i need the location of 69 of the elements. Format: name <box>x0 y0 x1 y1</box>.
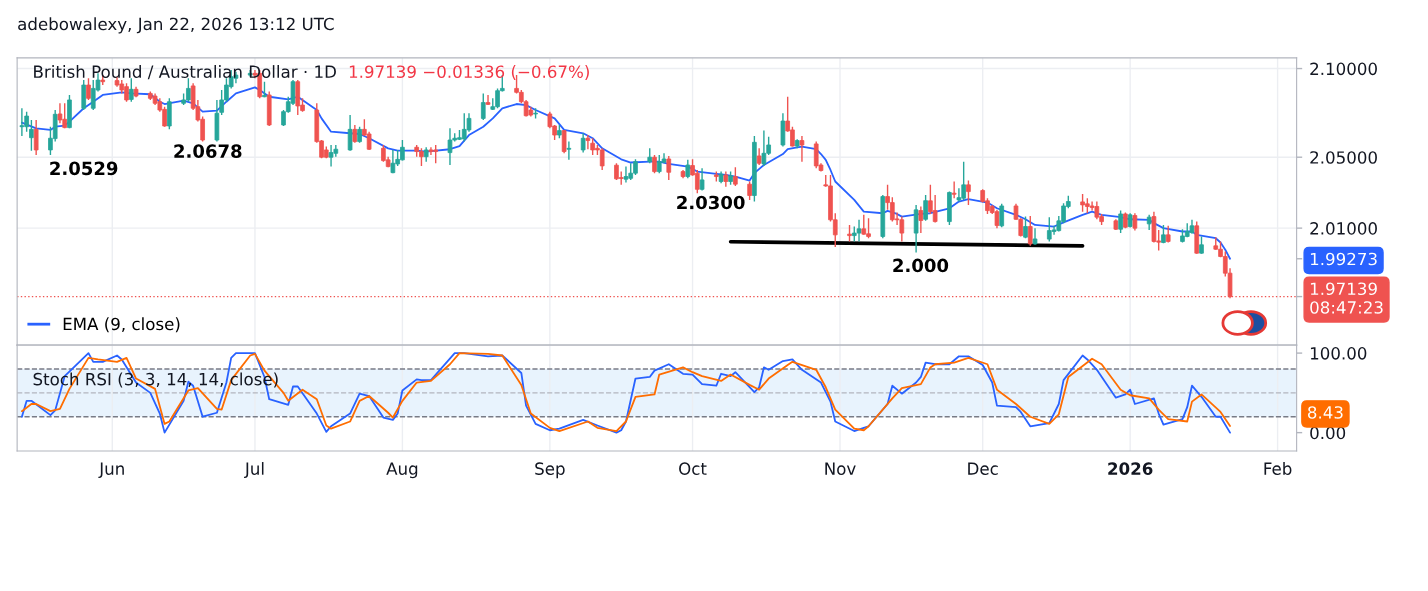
candlestick <box>57 102 63 125</box>
candlestick <box>128 77 134 103</box>
x-tick-label: Jul <box>244 462 264 479</box>
candlestick <box>932 194 938 224</box>
x-tick-label: Dec <box>968 462 998 475</box>
candlestick <box>799 135 805 163</box>
candlestick <box>733 166 738 187</box>
candlestick <box>923 194 928 222</box>
y-tick-label: 2.10000 <box>1310 62 1377 76</box>
annotation: 2.0678 <box>174 144 242 158</box>
y-tick-label: 1.99273 <box>1310 252 1377 266</box>
candlestick <box>861 214 867 236</box>
x-tick-label: 2026 <box>1108 462 1153 475</box>
x-tick-label: Feb <box>1264 462 1292 475</box>
candlestick <box>685 159 691 179</box>
candlestick <box>1027 215 1033 247</box>
annotation: 2.0300 <box>677 195 745 210</box>
candlestick <box>1118 209 1123 234</box>
candlestick <box>856 219 862 243</box>
candlestick <box>347 114 353 152</box>
candlestick <box>899 215 905 243</box>
candlestick <box>747 180 752 201</box>
candlestick <box>599 147 605 171</box>
candlestick <box>761 129 767 167</box>
chart-subtitle: 1.97139 −0.01336 (−0.67%) <box>349 65 589 80</box>
x-tick-label: Aug <box>386 462 418 479</box>
candlestick <box>966 179 971 206</box>
x-tick-label: Sep <box>535 462 565 479</box>
candlestick <box>699 167 705 192</box>
chart-title: British Pound / Australian Dollar · 1D <box>34 65 336 80</box>
candlestick <box>951 180 957 199</box>
annotation: 2.000 <box>893 258 949 273</box>
candlestick <box>29 119 34 152</box>
candlestick <box>913 204 919 254</box>
candlestick <box>485 94 491 106</box>
candlestick <box>566 140 572 161</box>
candlestick <box>652 154 657 174</box>
candlestick <box>656 154 662 174</box>
annotation: 2.0529 <box>50 161 118 176</box>
y-tick-label: 100.00 <box>1310 347 1367 360</box>
y-tick-label: 2.05000 <box>1310 151 1377 164</box>
y-tick-label: 1.97139 08:47:23 <box>1310 282 1383 314</box>
candlestick <box>81 79 87 111</box>
candlestick <box>33 119 39 156</box>
candlestick <box>19 107 25 137</box>
candlestick <box>999 203 1005 228</box>
x-tick-label: Nov <box>825 462 856 475</box>
candlestick <box>694 169 700 194</box>
candlestick <box>918 205 924 234</box>
candlestick <box>86 77 91 101</box>
candlestick <box>780 112 786 148</box>
y-tick-label: 0.00 <box>1310 426 1346 440</box>
candlestick <box>447 127 453 166</box>
candlestick <box>666 155 672 181</box>
legend-label: EMA (9, close) <box>63 317 180 333</box>
x-tick-label: Oct <box>679 462 707 475</box>
candlestick <box>580 132 586 154</box>
candlestick <box>585 134 591 150</box>
y-tick-label: 2.01000 <box>1310 222 1377 235</box>
candlestick <box>428 146 434 156</box>
candlestick <box>623 165 629 184</box>
candlestick <box>994 209 1000 229</box>
x-tick-label: Jun <box>98 462 124 479</box>
candlestick <box>328 144 334 168</box>
candlestick <box>956 187 962 203</box>
text: adebowalexy, Jan 22, 2026 13:12 UTC <box>18 17 334 34</box>
candlestick <box>366 130 372 151</box>
candlestick <box>480 92 486 121</box>
text: 8.43 <box>1307 406 1343 419</box>
